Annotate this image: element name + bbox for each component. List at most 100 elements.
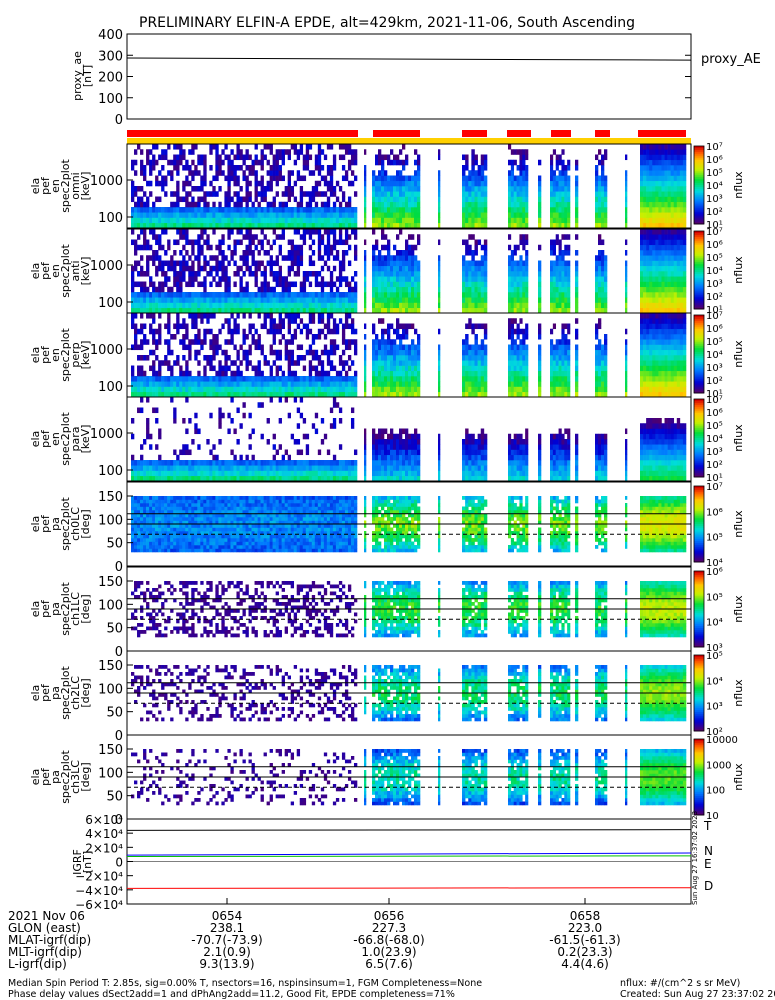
spectrogram-cell — [263, 154, 267, 161]
proxy-ae-tick-label: 100 — [98, 92, 123, 107]
spectrogram-cell — [465, 276, 469, 282]
spectrogram-cell — [200, 186, 204, 192]
spectrogram-cell — [140, 196, 144, 203]
spectrogram-cell — [275, 154, 279, 161]
spectrogram-cell — [508, 281, 512, 288]
spectrogram-cell — [655, 370, 659, 377]
spectrogram-cell — [375, 376, 379, 382]
spectrogram-cell — [375, 159, 379, 166]
spectrogram-cell — [408, 212, 412, 218]
spectrogram-cell — [471, 286, 475, 293]
spectrogram-cell — [561, 328, 565, 335]
spectrogram-cell — [604, 207, 608, 213]
spectrogram-cell — [555, 165, 559, 171]
spectrogram-cell — [266, 328, 270, 335]
spectrogram-cell — [170, 302, 174, 309]
spectrogram-colorbar-swatch — [694, 200, 704, 204]
spectrogram-cell — [278, 165, 282, 171]
spectrogram-cell — [661, 191, 665, 197]
spectrogram-cell — [332, 255, 337, 261]
spectrogram-cell — [167, 302, 171, 309]
spectrogram-cell — [269, 318, 273, 324]
spectrogram-cell — [221, 265, 225, 272]
spectrogram-cell — [598, 360, 602, 366]
spectrogram-cell — [550, 281, 554, 288]
spectrogram-cell — [667, 260, 671, 267]
spectrogram-cell — [260, 159, 264, 166]
spectrogram-cell — [245, 302, 249, 309]
spectrogram-cell — [655, 159, 659, 166]
spectrogram-cell — [266, 144, 270, 150]
spectrogram-cell — [640, 360, 644, 366]
spectrogram-cell — [480, 175, 485, 182]
spectrogram-cell — [194, 391, 198, 398]
spectrogram-cell — [384, 349, 388, 356]
spectrogram-cell — [667, 265, 671, 272]
spectrogram-cell — [667, 334, 671, 340]
spectrogram-cell — [465, 271, 469, 277]
spectrogram-cell — [658, 381, 662, 387]
spectrogram-cell — [552, 286, 557, 293]
spectrogram-cell — [215, 265, 219, 272]
spectrogram-cell — [604, 222, 608, 229]
spectrogram-colorbar-swatch — [694, 254, 704, 257]
spectrogram-cell — [197, 260, 201, 267]
spectrogram-cell — [558, 154, 562, 161]
spectrogram-cell — [414, 217, 418, 224]
spectrogram-cell — [465, 239, 469, 246]
spectrogram-cell — [131, 180, 135, 187]
spectrogram-cell — [405, 302, 409, 309]
spectrogram-cell — [381, 271, 385, 277]
spectrogram-cell — [146, 239, 150, 246]
spectrogram-cell — [682, 196, 687, 203]
spectrogram-cell — [209, 302, 213, 309]
spectrogram-cell — [625, 349, 628, 356]
spectrogram-cell — [519, 276, 523, 282]
spectrogram-cell — [670, 381, 675, 387]
spectrogram-cell — [158, 244, 162, 251]
spectrogram-cell — [550, 297, 554, 303]
spectrogram-cell — [320, 386, 325, 393]
spectrogram-cell — [257, 239, 261, 246]
spectrogram-cell — [176, 170, 180, 176]
spectrogram-cell — [152, 165, 156, 171]
spectrogram-cell — [320, 281, 325, 288]
spectrogram-cell — [236, 307, 240, 314]
spectrogram-cell — [326, 165, 331, 171]
spectrogram-cell — [200, 386, 204, 393]
spectrogram-cell — [278, 381, 282, 387]
spectrogram-cell — [508, 328, 512, 335]
spectrogram-cell — [134, 191, 138, 197]
spectrogram-cell — [508, 292, 512, 298]
spectrogram-cell — [670, 250, 675, 256]
spectrogram-cell — [417, 159, 421, 166]
spectrogram-cell — [384, 360, 388, 366]
spectrogram-cell — [465, 207, 469, 213]
spectrogram-cell — [146, 391, 150, 398]
spectrogram-cell — [381, 191, 385, 197]
spectrogram-cell — [643, 154, 647, 161]
spectrogram-cell — [378, 201, 382, 208]
spectrogram-cell — [652, 313, 656, 319]
zone-bar-red — [373, 130, 420, 137]
spectrogram-cell — [188, 271, 192, 277]
spectrogram-cell — [667, 250, 671, 256]
spectrogram-cell — [341, 302, 346, 309]
spectrogram-cell — [245, 207, 249, 213]
spectrogram-cell — [676, 159, 681, 166]
spectrogram-cell — [335, 196, 340, 203]
spectrogram-cell — [643, 391, 647, 398]
spectrogram-cell — [239, 229, 243, 235]
spectrogram-cell — [670, 344, 675, 351]
spectrogram-cell — [179, 196, 183, 203]
spectrogram-cell — [508, 144, 512, 150]
spectrogram-cell — [311, 386, 316, 393]
spectrogram-cell — [197, 207, 201, 213]
spectrogram-cell — [221, 365, 225, 372]
spectrogram-colorbar-swatch — [694, 385, 704, 388]
spectrogram-cell — [601, 302, 605, 309]
spectrogram-cell — [149, 207, 153, 213]
spectrogram-cell — [320, 297, 325, 303]
spectrogram-cell — [176, 154, 180, 161]
spectrogram-cell — [414, 196, 418, 203]
